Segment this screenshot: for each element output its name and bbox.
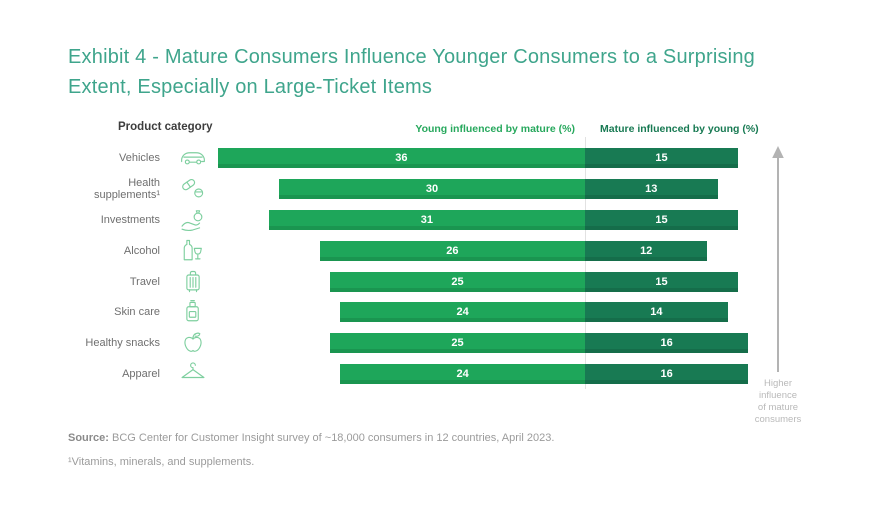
bar-mature-influenced: 15 [585,209,738,230]
chart-row: Health supplements¹ 30 13 [68,174,770,205]
bar-pair: 31 15 [218,209,770,230]
bar-young-influenced: 25 [330,271,585,292]
bar-pair: 25 16 [218,333,770,354]
chart-row: Skin care 24 14 [68,297,770,328]
bar-value-label: 36 [395,152,408,165]
chart-row: Apparel 24 16 [68,359,770,390]
bar-young-influenced: 31 [268,209,585,230]
bar-value-label: 15 [655,275,668,288]
bar-young-influenced: 25 [330,333,585,354]
apple-icon [168,329,218,357]
up-arrow-icon [772,146,784,372]
bar-value-label: 24 [456,306,469,319]
bar-pair: 24 16 [218,363,770,384]
bar-young-influenced: 30 [279,179,585,200]
chart-row: Investments 31 15 [68,205,770,236]
hand-money-icon [168,206,218,234]
pills-icon [168,175,218,203]
bar-pair: 26 12 [218,240,770,261]
bar-value-label: 15 [655,152,668,165]
center-divider-line [585,137,586,389]
chart-row: Vehicles 36 15 [68,143,770,174]
bar-value-label: 25 [451,337,464,350]
bar-mature-influenced: 13 [585,179,718,200]
annotation-line: consumers [754,414,802,425]
bar-value-label: 25 [451,275,464,288]
category-label: Vehicles [119,152,160,165]
suitcase-icon [168,268,218,296]
bar-value-label: 26 [446,244,459,257]
chart-rows: Vehicles 36 15 Health supplements¹ 30 13 Inves… [68,137,770,390]
exhibit-title: Exhibit 4 - Mature Consumers Influence Y… [68,46,755,98]
bar-young-influenced: 24 [340,302,585,323]
bar-pair: 24 14 [218,302,770,323]
bar-mature-influenced: 16 [585,363,749,384]
bar-value-label: 13 [645,183,658,196]
higher-influence-annotation: Higher influence of mature consumers [749,146,807,426]
source-text: BCG Center for Customer Insight survey o… [108,432,555,444]
chart-row: Travel 25 15 [68,266,770,297]
footnote: ¹Vitamins, minerals, and supplements. [68,456,255,468]
bar-pair: 30 13 [218,179,770,200]
hanger-icon [168,360,218,388]
bar-pair: 36 15 [217,148,770,169]
car-icon [168,144,218,172]
bar-pair: 25 15 [218,271,770,292]
bar-mature-influenced: 12 [585,240,708,261]
annotation-line: influence [758,390,798,401]
category-label: Investments [100,213,160,226]
source-label: Source: [68,432,109,444]
bar-mature-influenced: 15 [585,271,738,292]
annotation-line: Higher [764,378,792,389]
bottle-glass-icon [168,237,218,265]
lotion-icon [168,298,218,326]
category-label: Alcohol [123,244,160,257]
annotation-line: of mature [757,402,799,413]
bar-value-label: 31 [420,213,434,226]
category-label: Skin care [114,306,160,319]
chart-row: Alcohol 26 12 [68,235,770,266]
bar-value-label: 24 [456,367,469,380]
bar-value-label: 15 [655,213,668,226]
bar-mature-influenced: 14 [585,302,728,323]
category-label: Healthy snacks [85,337,160,350]
bar-young-influenced: 24 [340,363,585,384]
product-category-header: Product category [118,121,213,133]
bar-young-influenced: 36 [217,148,585,169]
bar-young-influenced: 26 [319,240,585,261]
annotation-caption: Higher influence of mature consumers [749,378,807,426]
legend-young-influenced: Young influenced by mature (%) [415,123,575,135]
category-label: Apparel [122,367,160,380]
bar-value-label: 16 [660,367,673,380]
bar-value-label: 12 [640,244,653,257]
source-line: Source: BCG Center for Customer Insight … [68,432,554,444]
bar-value-label: 16 [660,337,673,350]
bar-mature-influenced: 16 [585,333,749,354]
bar-mature-influenced: 15 [585,148,738,169]
bar-value-label: 30 [425,183,439,196]
legend-mature-influenced: Mature influenced by young (%) [600,123,759,135]
category-label: Travel [129,275,160,288]
bar-value-label: 14 [650,306,663,319]
category-label: Health supplements¹ [93,177,160,202]
chart-row: Healthy snacks 25 16 [68,328,770,359]
